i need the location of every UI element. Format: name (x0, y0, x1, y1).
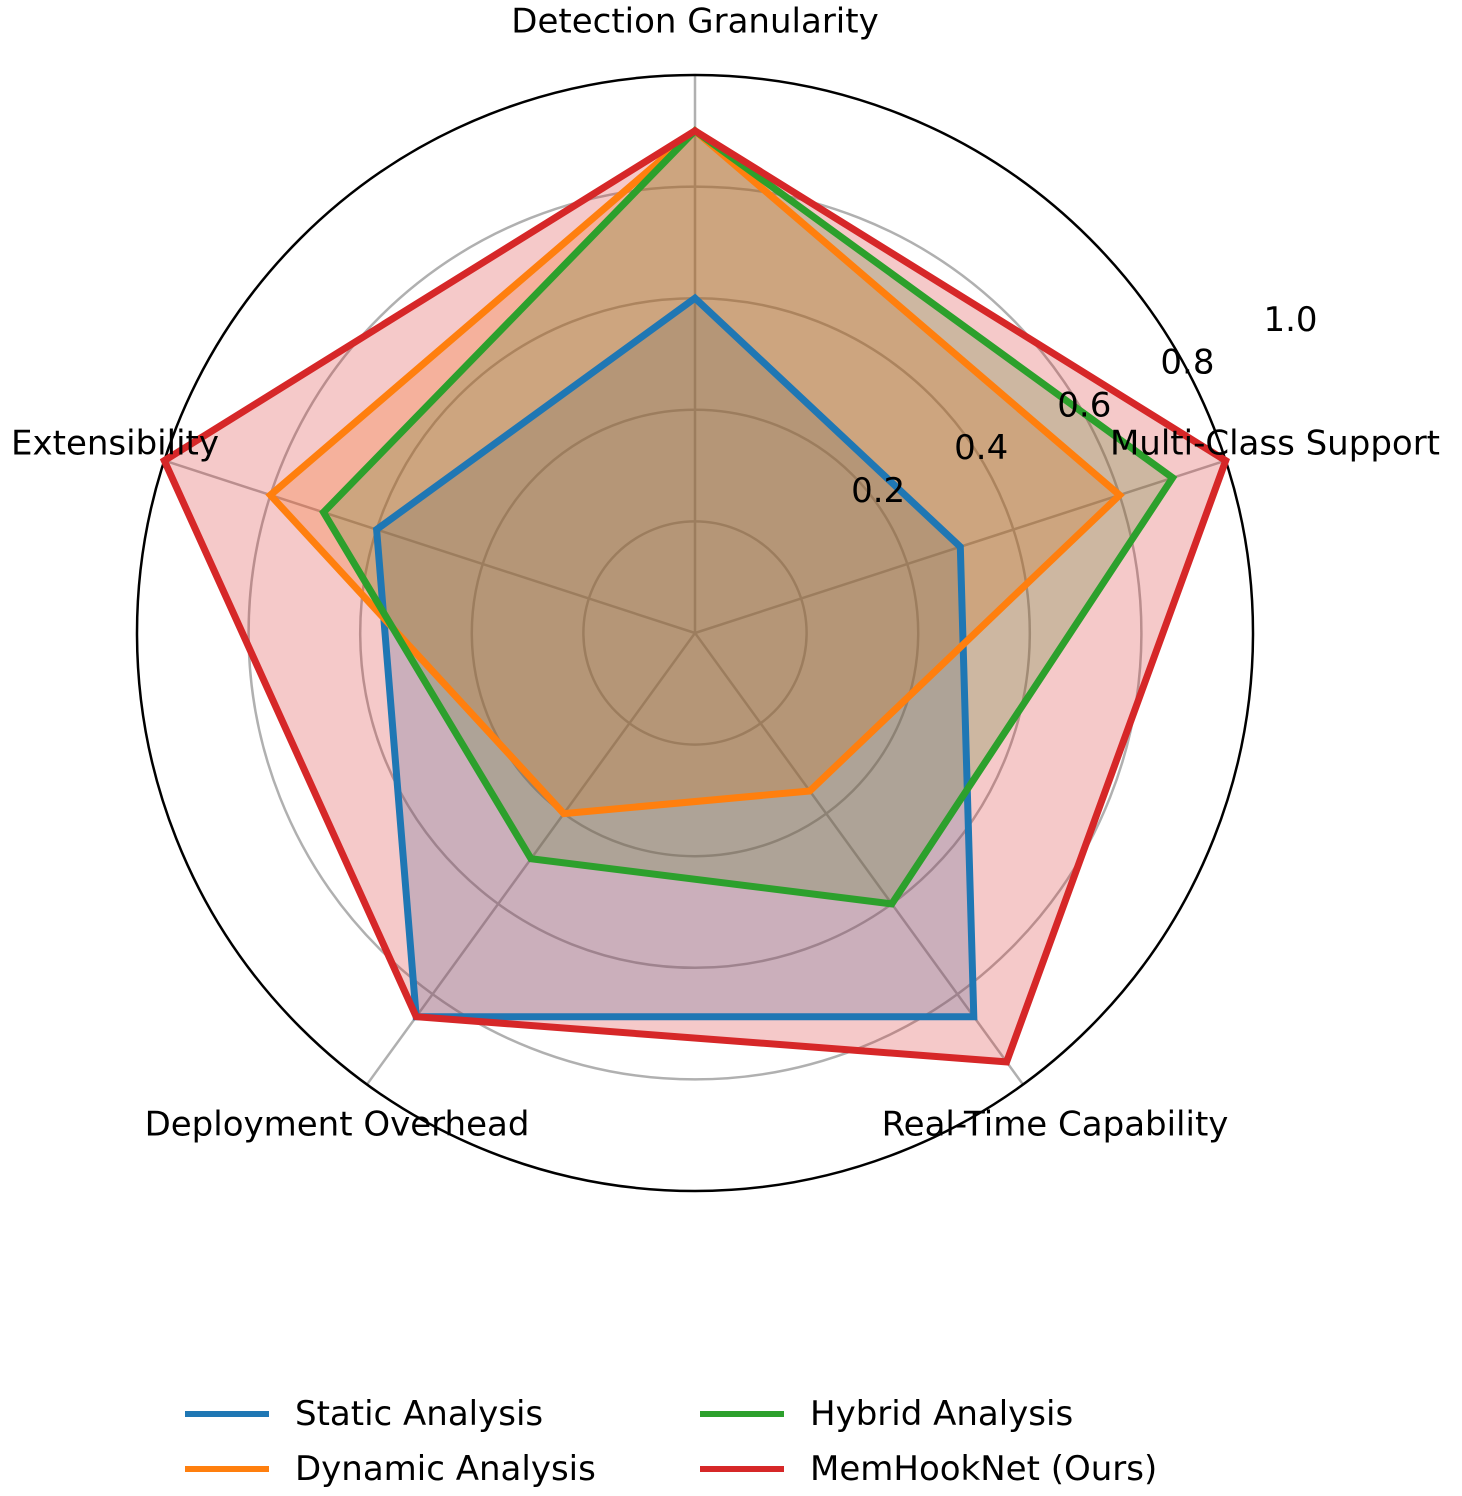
legend-item-memhooknet: MemHookNet (Ours) (700, 1447, 1157, 1491)
legend-swatch-memhooknet (700, 1466, 784, 1472)
legend-item-static: Static Analysis (185, 1392, 543, 1436)
r-tick-label: 0.6 (1057, 385, 1111, 425)
r-tick-label: 0.8 (1160, 343, 1214, 383)
axis-label-3: Deployment Overhead (145, 1105, 530, 1145)
legend-swatch-hybrid (700, 1411, 784, 1417)
series-line-1 (265, 126, 1125, 818)
legend-label-memhooknet: MemHookNet (Ours) (810, 1449, 1158, 1489)
legend-swatch-static (185, 1411, 269, 1417)
r-tick-label: 0.2 (851, 471, 905, 511)
series-fill-0 (376, 298, 974, 1017)
axis-label-0: Detection Granularity (511, 2, 878, 42)
legend-label-hybrid: Hybrid Analysis (810, 1394, 1074, 1434)
grid-spoke (693, 632, 1024, 1086)
series-fill-3 (164, 130, 1226, 1062)
series-line-3 (159, 126, 1230, 1066)
series-line-0 (372, 293, 978, 1021)
legend-item-dynamic: Dynamic Analysis (185, 1447, 596, 1491)
series-line-2 (319, 126, 1178, 908)
grid-spoke (163, 459, 696, 635)
axis-label-4: Extensibility (11, 424, 219, 464)
r-tick-label: 0.4 (954, 428, 1008, 468)
r-tick-label: 1.0 (1263, 300, 1317, 340)
legend-swatch-dynamic (185, 1466, 269, 1472)
legend-item-hybrid: Hybrid Analysis (700, 1392, 1073, 1436)
axis-label-2: Real-Time Capability (882, 1105, 1229, 1145)
legend-label-static: Static Analysis (295, 1394, 544, 1434)
legend-label-dynamic: Dynamic Analysis (295, 1449, 596, 1489)
legend: Static Analysis Dynamic Analysis Hybrid … (185, 1392, 1285, 1492)
series-fill-1 (270, 130, 1120, 814)
axis-label-1: Multi-Class Support (1110, 424, 1440, 464)
polar-frame (135, 73, 1255, 1193)
